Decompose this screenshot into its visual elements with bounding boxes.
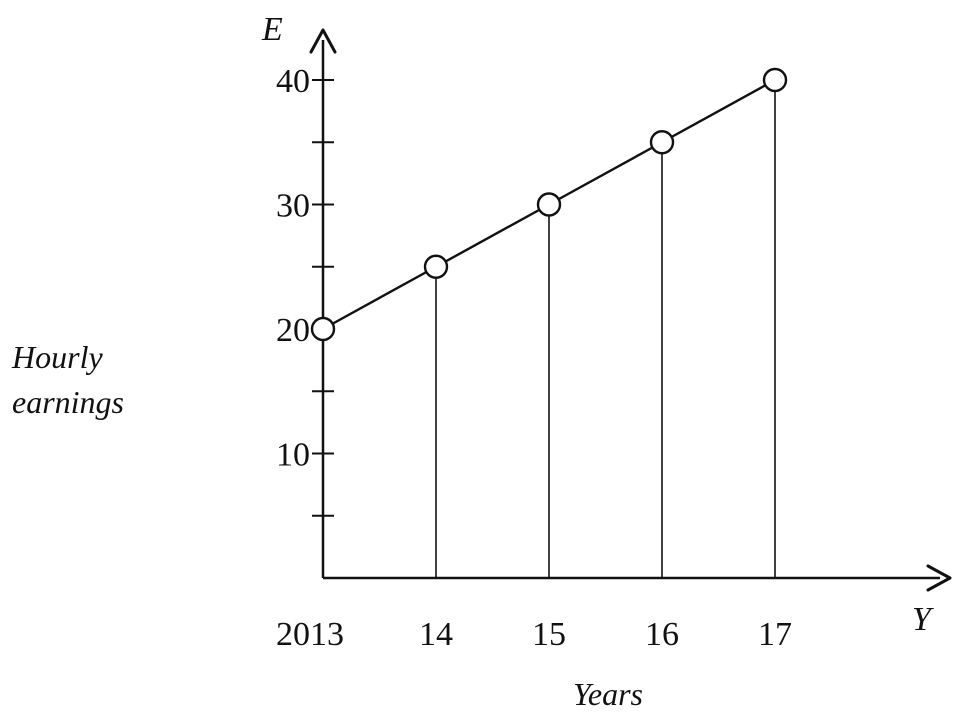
data-point-17 bbox=[762, 67, 788, 93]
y-tick-label-10: 10 bbox=[276, 437, 310, 474]
x-tick-labels-group: 2013 14 15 16 17 bbox=[276, 616, 792, 653]
x-tick-label-15: 15 bbox=[532, 616, 566, 653]
x-tick-label-17: 17 bbox=[758, 616, 792, 653]
y-tick-label-30: 30 bbox=[276, 188, 310, 225]
data-point-16 bbox=[649, 130, 675, 155]
drop-lines-group bbox=[435, 92, 776, 578]
data-point-14 bbox=[423, 254, 449, 279]
x-tick-label-16: 16 bbox=[645, 616, 679, 653]
y-ticks-group: 10 20 30 40 bbox=[276, 63, 334, 517]
x-axis-letter: Y bbox=[912, 601, 934, 638]
series-group bbox=[310, 67, 788, 342]
data-point-15 bbox=[536, 192, 562, 217]
y-axis-arrow-icon bbox=[309, 28, 337, 54]
x-tick-label-2013: 2013 bbox=[276, 616, 344, 653]
y-axis-title-line-2: earnings bbox=[12, 384, 124, 420]
x-axis-arrow-icon bbox=[926, 564, 952, 592]
data-point-2013 bbox=[310, 316, 336, 342]
y-axis-title-line-1: Hourly bbox=[11, 339, 103, 375]
x-axis-title: Years bbox=[573, 676, 643, 712]
y-tick-label-40: 40 bbox=[276, 63, 310, 100]
x-tick-label-14: 14 bbox=[419, 616, 453, 653]
y-axis-letter: E bbox=[261, 11, 283, 48]
y-tick-label-20: 20 bbox=[276, 312, 310, 349]
